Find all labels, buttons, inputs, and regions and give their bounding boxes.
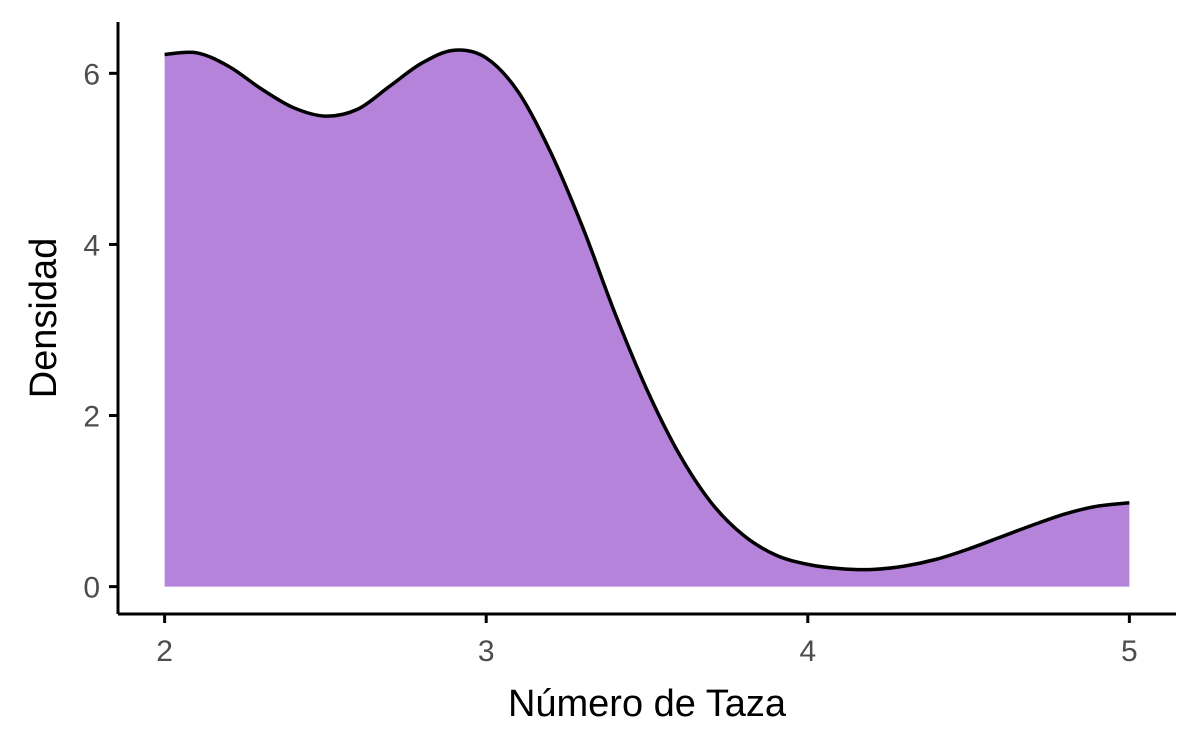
x-tick-label: 4 <box>799 635 816 668</box>
y-tick-label: 2 <box>83 401 100 434</box>
y-tick-label: 4 <box>83 229 100 262</box>
y-tick-label: 0 <box>83 572 100 605</box>
y-axis-title: Densidad <box>23 238 65 399</box>
x-tick-label: 3 <box>478 635 495 668</box>
x-axis-title: Número de Taza <box>508 683 787 725</box>
x-tick-label: 2 <box>156 635 173 668</box>
y-tick-label: 6 <box>83 58 100 91</box>
density-line <box>164 48 1130 572</box>
x-tick-label: 5 <box>1121 635 1138 668</box>
axes: 2 3 4 5 0 2 4 6 <box>83 22 1176 668</box>
density-area <box>164 50 1130 587</box>
plot-area <box>164 48 1130 587</box>
